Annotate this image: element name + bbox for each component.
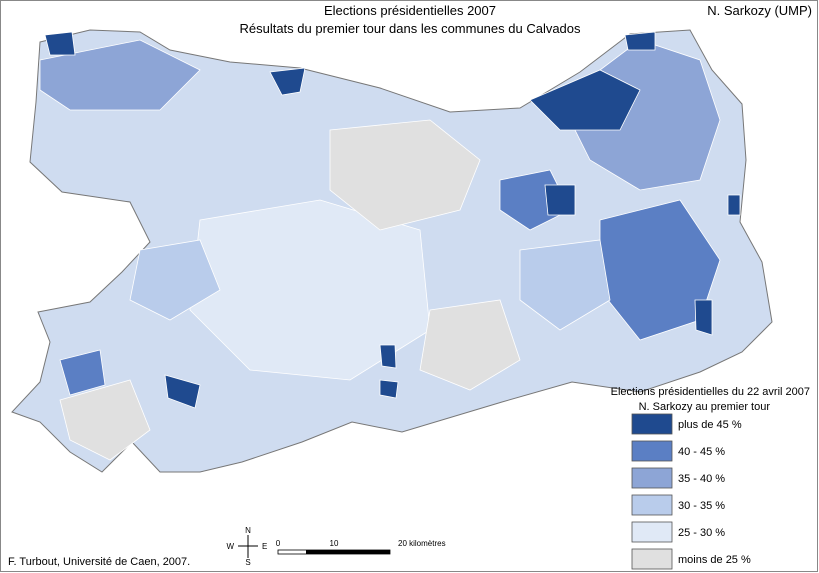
legend-swatch [631, 440, 673, 462]
legend-swatch [631, 521, 673, 543]
commune-group [329, 119, 481, 231]
scale-bar: 0 10 20 kilomètres [276, 539, 446, 555]
subtitle: Résultats du premier tour dans les commu… [239, 21, 581, 36]
legend-subtitle: N. Sarkozy au premier tour [639, 401, 771, 413]
commune-group [129, 239, 221, 321]
commune-group [529, 69, 641, 131]
title: Elections présidentielles 2007 [324, 3, 496, 18]
scale-segment [306, 550, 334, 554]
legend-swatch [631, 413, 673, 435]
scale-start: 0 [276, 539, 281, 548]
credit: F. Turbout, Université de Caen, 2007. [8, 556, 190, 568]
commune-group [694, 299, 713, 336]
commune-group [269, 67, 306, 96]
legend-swatch [631, 467, 673, 489]
commune-group [544, 184, 576, 216]
legend-label: moins de 25 % [678, 554, 751, 566]
commune-group [419, 299, 521, 391]
scale-segment [334, 550, 390, 554]
commune-group [164, 374, 201, 409]
legend-label: 40 - 45 % [678, 446, 725, 458]
scale-mid: 10 [330, 539, 339, 548]
legend-swatch [631, 548, 673, 570]
compass-w: W [226, 542, 234, 551]
compass-n: N [245, 526, 251, 535]
compass-s: S [245, 558, 250, 567]
commune-group [44, 31, 76, 56]
legend: plus de 45 % 40 - 45 % 35 - 40 % 30 - 35 % 2… [631, 413, 751, 570]
compass-e: E [262, 542, 267, 551]
commune-group [624, 31, 656, 51]
commune-group [727, 194, 741, 216]
legend-title: Elections présidentielles du 22 avril 20… [611, 386, 810, 398]
commune-group [519, 239, 611, 331]
legend-label: 35 - 40 % [678, 473, 725, 485]
legend-label: 30 - 35 % [678, 500, 725, 512]
legend-swatch [631, 494, 673, 516]
scale-end: 20 kilomètres [398, 539, 446, 548]
map [11, 29, 773, 473]
candidate: N. Sarkozy (UMP) [707, 3, 812, 18]
compass: N S E W [226, 526, 267, 567]
commune-group [39, 39, 201, 111]
commune-group [59, 349, 106, 396]
commune-group [379, 344, 397, 369]
commune-group [379, 379, 399, 399]
legend-label: 25 - 30 % [678, 527, 725, 539]
commune-group [59, 379, 151, 461]
legend-label: plus de 45 % [678, 419, 742, 431]
